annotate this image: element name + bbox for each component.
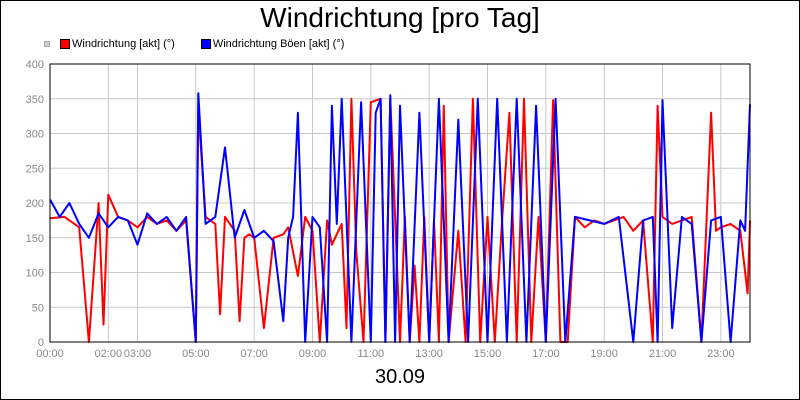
x-tick-label-4: 07:00 (240, 348, 268, 360)
x-tick-label-12: 23:00 (707, 348, 735, 360)
x-tick-label-11: 21:00 (649, 348, 677, 360)
x-tick-label-0: 00:00 (36, 348, 64, 360)
x-tick-label-1: 02:00 (95, 348, 123, 360)
legend-label-series-0: Windrichtung [akt] (°) (72, 38, 175, 50)
x-tick-label-9: 17:00 (532, 348, 560, 360)
y-tick-label-3: 150 (26, 233, 44, 245)
x-tick-label-3: 05:00 (182, 348, 210, 360)
y-tick-label-8: 400 (26, 59, 44, 71)
legend-swatch-red (60, 39, 70, 49)
y-tick-label-7: 350 (26, 94, 44, 106)
x-tick-label-6: 11:00 (357, 348, 384, 360)
legend: Windrichtung [akt] (°) Windrichtung Böen… (44, 38, 370, 50)
legend-toggle-icon[interactable] (44, 41, 50, 47)
legend-label-series-1: Windrichtung Böen [akt] (°) (212, 38, 345, 50)
x-axis-label: 30.09 (374, 366, 426, 388)
series-line-1 (49, 92, 751, 343)
x-tick-label-8: 15:00 (474, 348, 502, 360)
legend-item-series-1[interactable]: Windrichtung Böen [akt] (°) (200, 38, 345, 50)
x-tick-label-2: 03:00 (124, 348, 152, 360)
chart-title: Windrichtung [pro Tag] (260, 2, 540, 33)
plot-border-top (49, 63, 751, 343)
y-tick-label-5: 250 (26, 163, 44, 175)
x-tick-label-10: 19:00 (590, 348, 618, 360)
legend-item-series-0[interactable]: Windrichtung [akt] (°) (60, 38, 175, 50)
y-tick-label-2: 100 (26, 268, 44, 280)
y-tick-label-4: 200 (26, 198, 44, 210)
y-tick-label-1: 50 (32, 302, 44, 314)
legend-swatch-blue (200, 39, 211, 49)
y-tick-label-6: 300 (26, 129, 44, 141)
x-tick-label-5: 09:00 (299, 348, 327, 360)
y-tick-label-0: 0 (38, 337, 44, 349)
x-tick-label-7: 13:00 (415, 348, 443, 360)
